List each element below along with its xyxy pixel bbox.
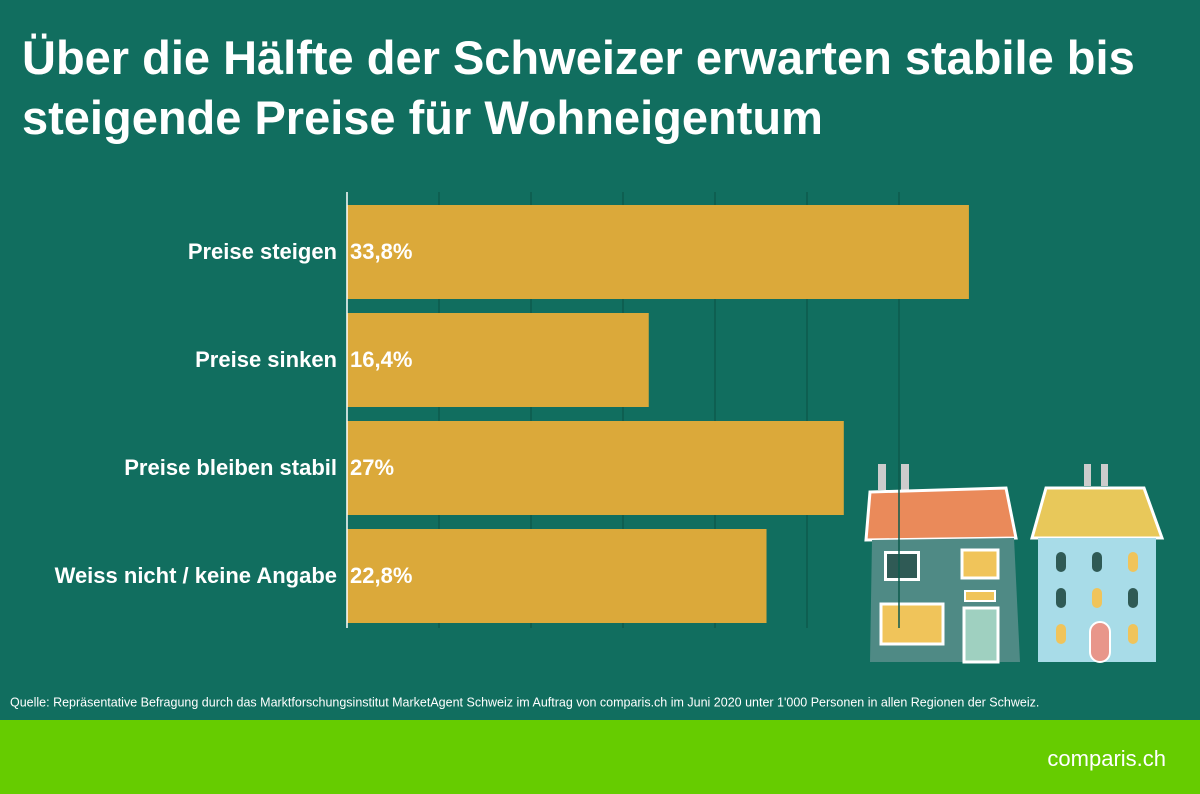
brand-logo: comparis.ch — [1047, 746, 1166, 771]
chart-title-text: Über die Hälfte der Schweizer erwarten s… — [22, 31, 1135, 144]
category-label: Weiss nicht / keine Angabe — [55, 563, 337, 588]
source-note: Quelle: Repräsentative Befragung durch d… — [10, 695, 1039, 709]
bar — [347, 205, 969, 299]
chart-title: Über die Hälfte der Schweizer erwarten s… — [22, 31, 1135, 144]
value-label: 22,8% — [350, 563, 412, 588]
bar — [347, 421, 844, 515]
category-label: Preise steigen — [188, 239, 337, 264]
value-label: 27% — [350, 455, 394, 480]
value-label: 16,4% — [350, 347, 412, 372]
category-label: Preise sinken — [195, 347, 337, 372]
bar — [347, 313, 649, 407]
value-label: 33,8% — [350, 239, 412, 264]
bar — [347, 529, 767, 623]
footer-band — [0, 720, 1200, 794]
category-label: Preise bleiben stabil — [124, 455, 337, 480]
house-illustration — [864, 464, 1165, 664]
